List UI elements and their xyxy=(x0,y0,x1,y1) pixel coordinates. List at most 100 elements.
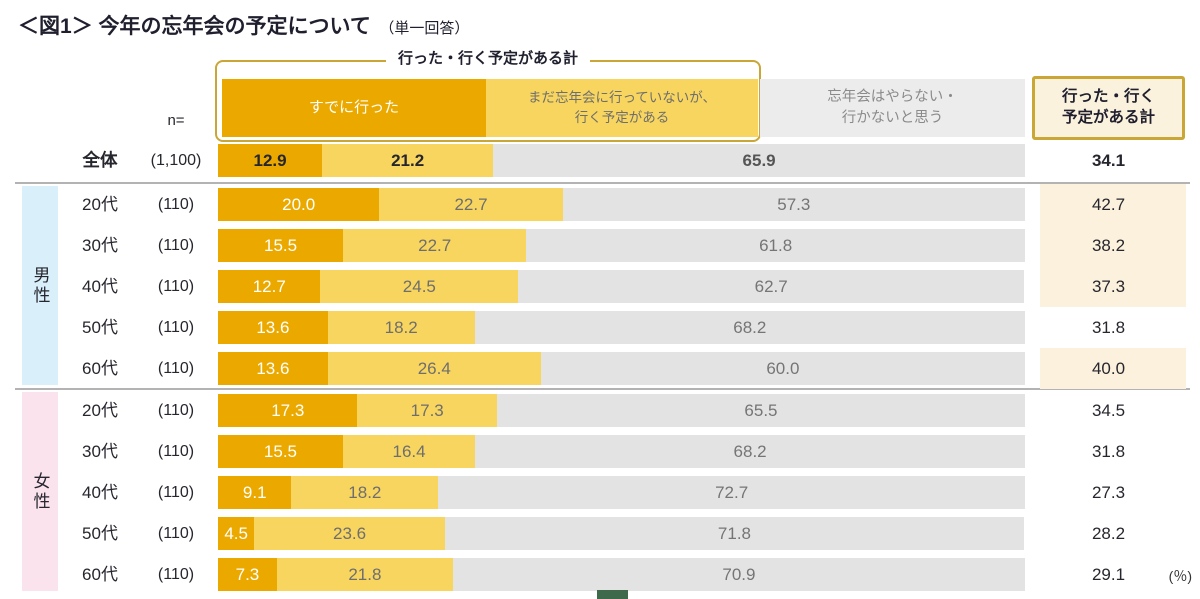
group-band-female: 女性 xyxy=(22,392,58,591)
segment-value-label: 15.5 xyxy=(263,235,298,255)
summary-value: 38.2 xyxy=(1091,236,1126,255)
segment-value-label: 62.7 xyxy=(754,276,788,296)
legend-none-line2: 行かないと思う xyxy=(841,110,944,126)
legend-none: 忘年会はやらない・ 行かないと思う xyxy=(760,79,1025,137)
segment-value-label: 70.9 xyxy=(722,564,756,584)
segment-value-label: 20.0 xyxy=(282,194,316,214)
segment-value-label: 22.7 xyxy=(418,235,452,255)
segment-value-label: 18.2 xyxy=(384,317,418,337)
summary-value: 31.8 xyxy=(1091,318,1126,337)
row-n-value: (110) xyxy=(157,319,195,336)
row-n-value: (110) xyxy=(157,278,195,295)
segment-value-label: 18.2 xyxy=(348,482,382,502)
bar-segment-went: 12.7 xyxy=(218,270,321,303)
segment-value-label: 13.6 xyxy=(256,358,290,378)
summary-column-header: 行った・行く 予定がある計 xyxy=(1032,76,1185,140)
chart-row-7: 30代 (110) 15.5 16.4 68.2 31.8 xyxy=(0,435,1200,468)
chart-row-8: 40代 (110) 9.1 18.2 72.7 27.3 xyxy=(0,476,1200,509)
bar-segment-planned: 18.2 xyxy=(291,476,439,509)
bar-segment-went: 15.5 xyxy=(218,435,343,468)
stacked-bar: 17.3 17.3 65.5 xyxy=(218,394,1025,427)
chart-row-0: 全体 (1,100) 12.9 21.2 65.9 34.1 xyxy=(0,144,1200,177)
row-label: 30代 xyxy=(82,442,118,461)
chart-row-10: 60代 (110) 7.3 21.8 70.9 29.1 xyxy=(0,558,1200,591)
row-label: 40代 xyxy=(82,277,118,296)
legend-none-line1: 忘年会はやらない・ xyxy=(827,88,958,105)
legend-went-text: すでに行った xyxy=(308,99,400,117)
row-n-value: (110) xyxy=(157,443,195,460)
bar-segment-planned: 21.2 xyxy=(322,144,494,177)
stacked-bar: 4.5 23.6 71.8 xyxy=(218,517,1025,550)
segment-value-label: 16.4 xyxy=(392,441,426,461)
stacked-bar: 12.7 24.5 62.7 xyxy=(218,270,1025,303)
row-n-value: (110) xyxy=(157,566,195,583)
row-label: 20代 xyxy=(82,401,118,420)
green-accent xyxy=(597,590,628,599)
segment-value-label: 72.7 xyxy=(715,482,749,502)
bar-segment-none: 62.7 xyxy=(518,270,1025,303)
summary-value: 34.1 xyxy=(1091,151,1126,170)
title-text: ＜図1＞ 今年の忘年会の予定について xyxy=(18,15,371,38)
stacked-bar: 13.6 18.2 68.2 xyxy=(218,311,1025,344)
summary-value: 31.8 xyxy=(1091,442,1126,461)
bar-segment-planned: 16.4 xyxy=(342,435,476,468)
stacked-bar: 13.6 26.4 60.0 xyxy=(218,352,1025,385)
bar-segment-went: 17.3 xyxy=(218,394,358,427)
bar-segment-planned: 21.8 xyxy=(276,558,453,591)
bar-segment-went: 7.3 xyxy=(218,558,277,591)
chart-row-5: 60代 (110) 13.6 26.4 60.0 40.0 xyxy=(0,348,1200,389)
row-n-value: (110) xyxy=(157,360,195,377)
segment-value-label: 15.5 xyxy=(263,441,298,461)
segment-value-label: 9.1 xyxy=(242,482,267,502)
bar-segment-planned: 22.7 xyxy=(379,188,563,221)
row-n-value: (110) xyxy=(157,402,195,419)
summary-value: 37.3 xyxy=(1091,277,1126,296)
unit-label: (％) xyxy=(1168,568,1192,584)
summary-value: 42.7 xyxy=(1091,195,1126,214)
segment-value-label: 61.8 xyxy=(759,235,793,255)
bar-segment-none: 61.8 xyxy=(526,229,1025,262)
summary-value: 28.2 xyxy=(1091,524,1126,543)
segment-value-label: 4.5 xyxy=(224,523,248,543)
segment-value-label: 60.0 xyxy=(766,358,800,378)
legend-planned-line1: まだ忘年会に行っていないが、 xyxy=(527,90,717,106)
segment-value-label: 23.6 xyxy=(332,523,367,543)
row-label: 40代 xyxy=(82,483,118,502)
chart-row-1: 20代 (110) 20.0 22.7 57.3 42.7 xyxy=(0,184,1200,225)
segment-value-label: 21.8 xyxy=(348,564,382,584)
bar-segment-none: 68.2 xyxy=(475,435,1025,468)
chart-row-4: 50代 (110) 13.6 18.2 68.2 31.8 xyxy=(0,311,1200,344)
summary-value: 29.1 xyxy=(1091,565,1126,584)
chart-row-9: 50代 (110) 4.5 23.6 71.8 28.2 xyxy=(0,517,1200,550)
bar-segment-went: 20.0 xyxy=(218,188,380,221)
row-label: 30代 xyxy=(82,236,118,255)
stacked-bar: 12.9 21.2 65.9 xyxy=(218,144,1025,177)
row-label: 全体 xyxy=(82,150,118,170)
segment-value-label: 26.4 xyxy=(417,358,451,378)
row-label: 50代 xyxy=(82,524,118,543)
bar-segment-none: 57.3 xyxy=(562,188,1025,221)
segment-value-label: 12.9 xyxy=(253,150,287,170)
bar-segment-went: 13.6 xyxy=(218,311,328,344)
divider-total-male xyxy=(15,182,1190,184)
segment-value-label: 65.9 xyxy=(742,150,776,170)
bar-segment-planned: 17.3 xyxy=(357,394,497,427)
segment-value-label: 24.5 xyxy=(402,276,436,296)
bar-segment-planned: 23.6 xyxy=(254,517,445,550)
stacked-bar: 9.1 18.2 72.7 xyxy=(218,476,1025,509)
bar-segment-planned: 26.4 xyxy=(327,352,541,385)
group-band-male: 男性 xyxy=(22,186,58,385)
stacked-bar: 15.5 22.7 61.8 xyxy=(218,229,1025,262)
segment-value-label: 17.3 xyxy=(410,400,444,420)
row-label: 20代 xyxy=(82,195,118,214)
page-title: ＜図1＞ 今年の忘年会の予定について （単一回答） xyxy=(18,10,469,40)
segment-value-label: 57.3 xyxy=(777,194,811,214)
bracket-label: 行った・行く予定がある計 xyxy=(215,48,761,70)
title-subtitle: （単一回答） xyxy=(379,20,470,37)
stacked-bar: 20.0 22.7 57.3 xyxy=(218,188,1025,221)
divider-male-female xyxy=(15,388,1190,390)
segment-value-label: 7.3 xyxy=(235,564,260,584)
legend-planned-line2: 行く予定がある xyxy=(574,110,670,125)
segment-value-label: 68.2 xyxy=(733,317,767,337)
